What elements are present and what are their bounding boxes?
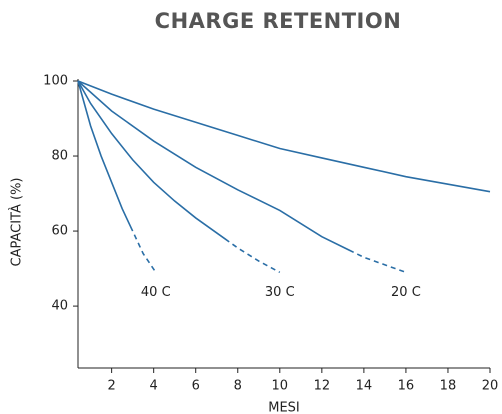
- series-label: 20 C: [391, 285, 421, 300]
- x-tick-label: 4: [150, 379, 158, 394]
- line-series: [77, 80, 157, 273]
- x-tick-label: 2: [107, 379, 115, 394]
- x-tick-label: 14: [356, 379, 373, 394]
- y-tick-label: 40: [51, 299, 68, 314]
- chart-title: CHARGE RETENTION: [155, 9, 402, 33]
- x-axis-label: MESI: [268, 401, 300, 414]
- series-label: 40 C: [141, 285, 171, 300]
- y-axis-label: CAPACITÀ (%): [9, 177, 25, 266]
- x-tick-label: 18: [440, 379, 457, 394]
- x-tick-label: 16: [398, 379, 415, 394]
- x-tick-label: 20: [482, 379, 499, 394]
- y-tick-label: 60: [51, 224, 68, 239]
- line-series: [77, 80, 281, 274]
- line-series: [77, 80, 491, 193]
- y-tick-label: 80: [51, 149, 68, 164]
- y-tick-label: 100: [43, 74, 68, 89]
- x-tick-label: 6: [192, 379, 200, 394]
- line-series: [77, 80, 407, 274]
- x-tick-label: 10: [272, 379, 289, 394]
- series-label: 30 C: [265, 285, 295, 300]
- x-tick-label: 8: [234, 379, 242, 394]
- x-tick-label: 12: [314, 379, 331, 394]
